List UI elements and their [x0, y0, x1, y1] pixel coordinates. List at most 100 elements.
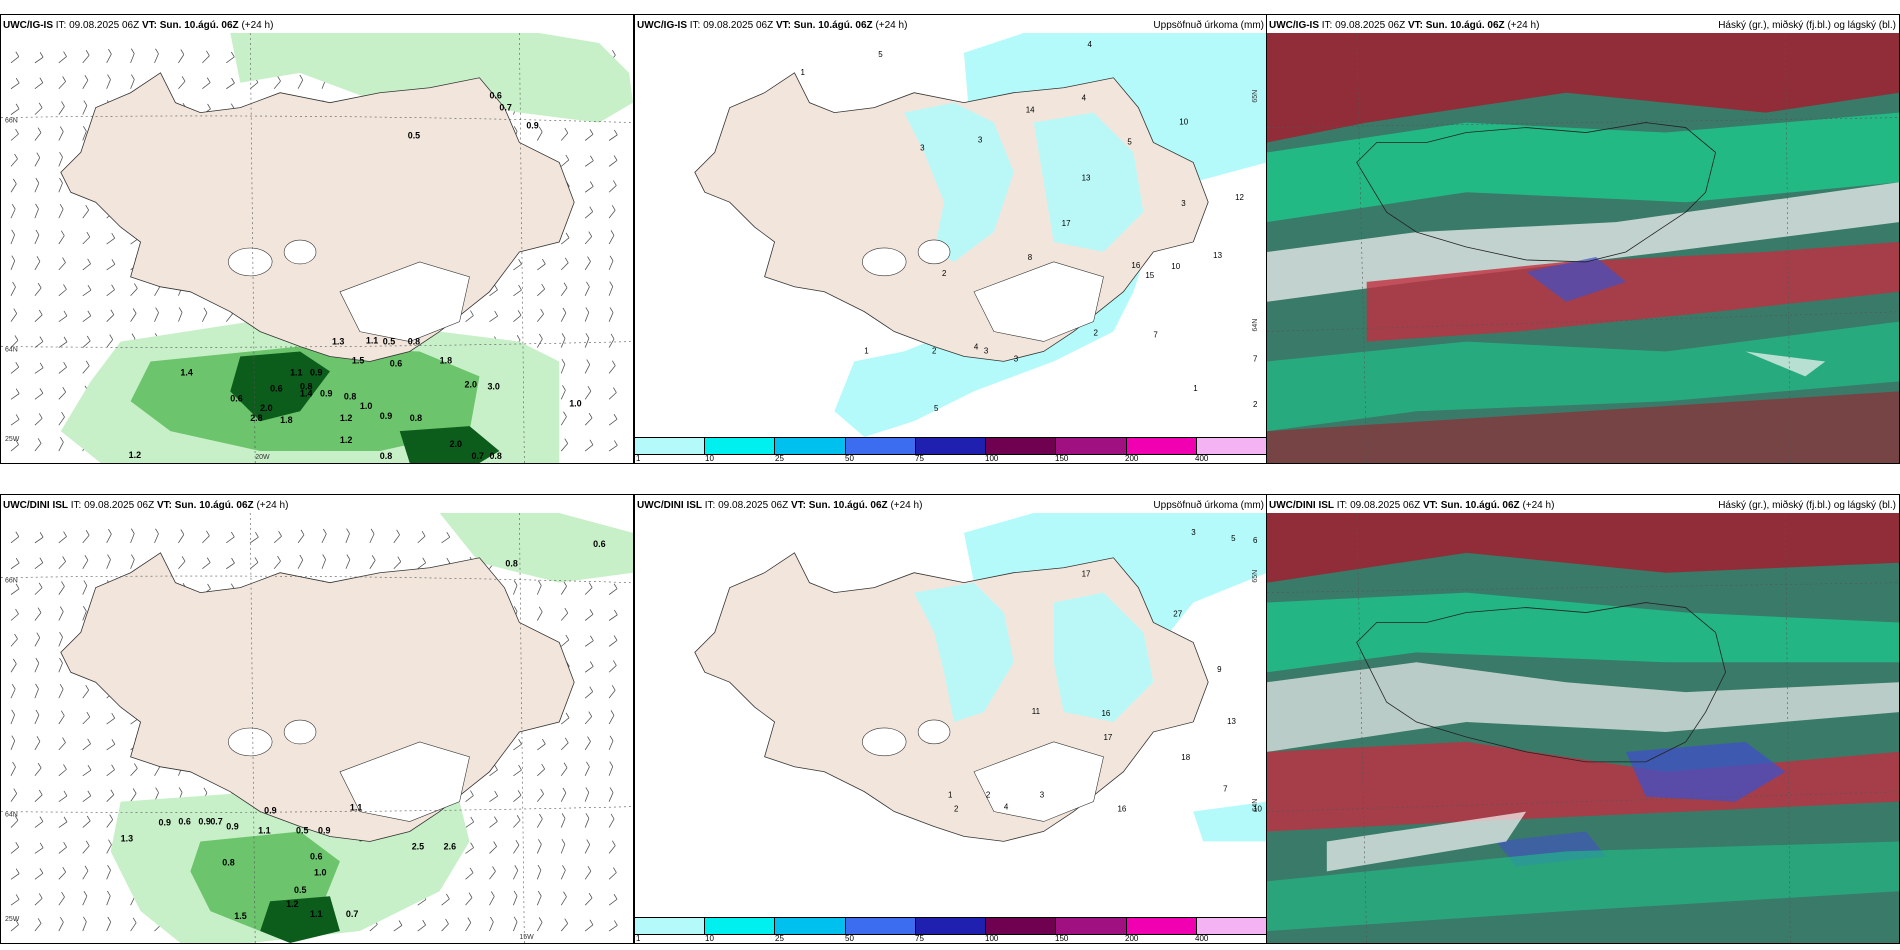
wind-barb — [536, 333, 543, 348]
wind-barb — [82, 815, 91, 828]
it-value: 09.08.2025 06Z — [703, 20, 774, 31]
wind-barb — [489, 866, 496, 880]
wind-barb — [584, 281, 590, 296]
graticule — [1267, 513, 1899, 943]
wind-barb — [226, 557, 235, 570]
precip-map[interactable]: 65N 64N 1 5 4 3 3 4 10 14 5 12 13 3 17 13 16 10 15 8 2 4 3 1 2… — [635, 33, 1267, 437]
wind-barb — [513, 764, 522, 777]
wind-barb — [536, 606, 543, 621]
iceland-land — [60, 72, 575, 362]
wind-barb — [10, 683, 16, 699]
wind-barb — [608, 787, 614, 802]
lead-time: (+24 h) — [875, 20, 908, 31]
it-label: IT: — [1336, 500, 1348, 511]
wind-map[interactable]: 66N 64N 25W 20W 0.6 0.7 0.9 0.5 1.1 0.5 0.8 1.3… — [1, 33, 633, 463]
map-value-label: 1.5 — [352, 355, 364, 365]
wind-barb — [34, 582, 43, 595]
map-value-label: 3 — [1040, 791, 1045, 800]
map-value-label: 4 — [1082, 94, 1087, 103]
precip-map[interactable]: 65N 64N 3 5 6 17 9 27 13 17 16 18 11 4 2 16 10 3 1 2 7 — [635, 513, 1267, 917]
wind-barb — [584, 333, 590, 348]
cloud-cover-panel-top: UWC/IG-IS IT: 09.08.2025 06Z VT: Sun. 10… — [1266, 14, 1900, 464]
wind-barb — [513, 916, 518, 932]
colorbar-tick: 10 — [705, 454, 714, 463]
graticule — [1, 33, 633, 463]
lat-label: 66N — [5, 578, 18, 585]
map-value-label: 1 — [1193, 384, 1198, 393]
wind-barb — [489, 764, 498, 777]
wind-barb — [417, 557, 427, 570]
map-value-label: 1.2 — [286, 899, 298, 909]
wind-barb — [10, 709, 15, 725]
wind-barb — [106, 554, 111, 569]
colorbar-tick: 150 — [1055, 934, 1069, 943]
wind-barb — [273, 531, 282, 544]
precip-shading — [60, 33, 633, 463]
wind-barb — [584, 439, 594, 452]
wind-barb — [58, 737, 66, 751]
map-value-label: 1.1 — [290, 367, 302, 377]
wind-barb — [130, 48, 135, 64]
wind-precip-panel-bottom: UWC/DINI ISL IT: 09.08.2025 06Z VT: Sun.… — [0, 494, 634, 944]
wind-barb — [130, 763, 138, 777]
wind-barb — [106, 916, 112, 932]
wind-barb — [106, 789, 115, 802]
map-value-label: 0.6 — [310, 851, 322, 861]
lead-time: (+24 h) — [1522, 500, 1555, 511]
map-value-label: 1.1 — [350, 803, 362, 813]
wind-barb — [393, 556, 402, 570]
colorbar-tick: 100 — [985, 454, 999, 463]
it-label: IT: — [55, 20, 67, 31]
wind-barb — [584, 155, 594, 167]
wind-barb — [584, 635, 594, 647]
cloud-map[interactable] — [1267, 513, 1899, 943]
map-value-label: 13 — [1227, 717, 1236, 726]
wind-barb — [10, 255, 16, 271]
wind-barb — [226, 51, 235, 64]
wind-barb — [178, 76, 186, 90]
map-value-label: 17 — [1104, 733, 1113, 742]
map-value-label: 0.5 — [296, 826, 308, 836]
wind-barb — [130, 74, 135, 89]
wind-barb — [82, 580, 88, 595]
wind-barb — [178, 556, 186, 570]
wind-barb — [393, 920, 403, 932]
colorbar: 1 10 25 50 75 100 150 200 400 — [635, 437, 1267, 463]
vt-value: Sun. 10.ágú. 06Z — [808, 500, 888, 511]
wind-barb — [10, 761, 16, 776]
wind-barb — [10, 229, 15, 245]
wind-barb — [58, 126, 64, 141]
map-value-label: 1.0 — [314, 867, 326, 877]
lon-label: 15W — [519, 934, 534, 941]
colorbar-swatch — [775, 438, 846, 454]
wind-barb — [82, 711, 91, 725]
glaciers — [227, 239, 470, 342]
map-value-label: 2 — [1253, 400, 1258, 409]
wind-barb — [130, 528, 135, 544]
wind-barb — [608, 180, 617, 193]
wind-barb — [58, 816, 68, 828]
wind-barb — [536, 864, 542, 880]
wind-barb — [297, 74, 304, 89]
wind-barb — [106, 712, 116, 725]
wind-barb — [58, 437, 64, 452]
panel-header: UWC/DINI ISL IT: 09.08.2025 06Z VT: Sun.… — [3, 500, 288, 511]
wind-map[interactable]: 66N 64N 25W 15W 0.6 0.8 1.3 0.9 0.6 0.9 0.7 0.9… — [1, 513, 633, 943]
wind-barb — [178, 49, 185, 64]
wind-barb — [560, 918, 569, 932]
colorbar: 1 10 25 50 75 100 150 200 400 — [635, 917, 1267, 943]
wind-barb — [82, 890, 88, 906]
wind-barb — [106, 232, 116, 245]
wind-barb — [106, 334, 114, 348]
vt-label: VT: — [1407, 20, 1423, 31]
wind-barb — [34, 557, 44, 570]
wind-barb — [608, 414, 618, 426]
panel-header: UWC/DINI ISL IT: 09.08.2025 06Z VT: Sun.… — [637, 500, 922, 511]
cloud-map[interactable] — [1267, 33, 1899, 463]
wind-barb — [513, 815, 521, 828]
wind-barb — [560, 232, 570, 245]
wind-barb — [297, 554, 304, 569]
wind-barb — [608, 307, 614, 322]
map-value-label: 0.7 — [472, 451, 484, 461]
wind-barb — [608, 255, 614, 271]
